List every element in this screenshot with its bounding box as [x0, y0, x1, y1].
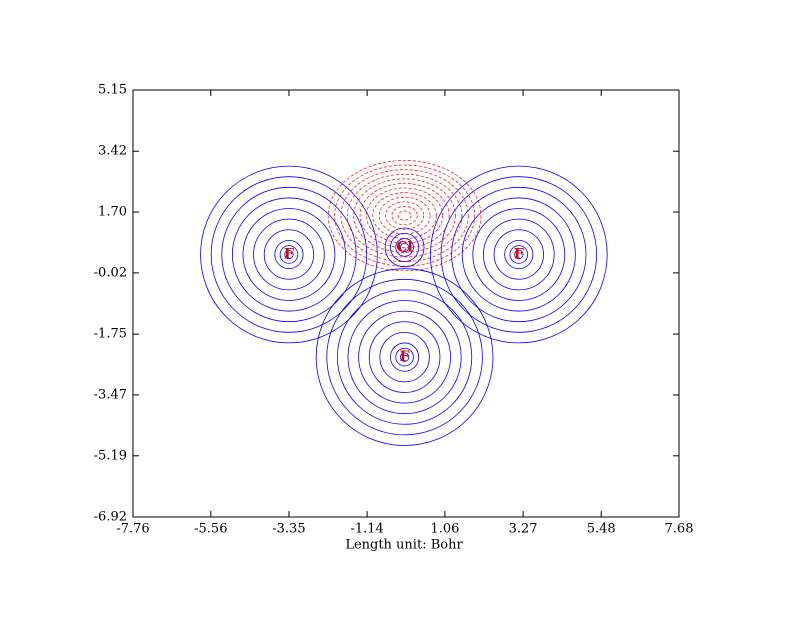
- x-tick-label: 3.27: [509, 522, 538, 537]
- contour-line: [366, 187, 444, 244]
- contour-line: [372, 192, 437, 239]
- contour-line: [390, 342, 420, 372]
- contour-line: [334, 164, 475, 267]
- contour-line: [263, 229, 315, 280]
- contour-line: [346, 173, 463, 258]
- x-tick-label: 7.68: [665, 522, 694, 537]
- y-tick-label: 5.15: [98, 83, 127, 98]
- y-tick-label: 1.70: [98, 205, 127, 220]
- atom-label: F: [284, 247, 294, 263]
- contour-line: [461, 197, 576, 312]
- x-tick-label: -1.14: [350, 522, 383, 537]
- x-tick-label: -5.56: [194, 522, 227, 537]
- contour-line: [379, 331, 430, 383]
- contour-line: [359, 183, 450, 249]
- y-tick-label: -1.75: [94, 327, 127, 342]
- contour-line: [451, 186, 587, 323]
- contour-line: [399, 352, 410, 362]
- contour-line: [340, 169, 469, 262]
- contour-line: [378, 196, 431, 235]
- contour-line: [358, 310, 451, 404]
- contour-line: [327, 160, 482, 272]
- y-tick-label: -6.92: [94, 510, 127, 525]
- contour-line: [440, 176, 598, 333]
- x-tick-label: -3.35: [272, 522, 305, 537]
- contour-line: [504, 239, 534, 270]
- atom-label: F: [514, 247, 524, 263]
- x-axis-label: Length unit: Bohr: [345, 538, 463, 553]
- contour-line: [284, 249, 294, 260]
- contour-line: [353, 178, 456, 253]
- contour-line: [242, 208, 336, 301]
- contour-line: [326, 278, 483, 436]
- y-tick-label: -0.02: [94, 265, 127, 280]
- contour-line: [397, 210, 412, 221]
- contour-line: [395, 347, 414, 367]
- contour-line: [514, 249, 524, 260]
- plot-frame: [132, 89, 680, 518]
- contour-line: [210, 176, 368, 333]
- contour-line: [483, 218, 555, 291]
- contour-line: [493, 229, 544, 280]
- y-tick-label: -3.47: [94, 387, 127, 402]
- x-tick-label: -7.76: [116, 522, 149, 537]
- contour-line: [336, 289, 473, 425]
- contour-line: [391, 206, 418, 226]
- contour-line: [509, 245, 529, 264]
- contour-line: [368, 321, 441, 393]
- contour-line: [274, 239, 304, 270]
- contour-line: [430, 165, 608, 344]
- contour-line: [315, 268, 494, 446]
- atom-label: F: [400, 349, 410, 365]
- contour-line: [472, 208, 566, 301]
- contour-line: [221, 186, 357, 323]
- y-tick-label: 3.42: [98, 144, 127, 159]
- contour-line: [200, 165, 378, 344]
- contour-field: [200, 160, 608, 446]
- contour-line: [347, 300, 462, 415]
- contour-line: [385, 201, 425, 230]
- y-tick-label: -5.19: [94, 448, 127, 463]
- contour-line: [384, 227, 425, 268]
- contour-line: [231, 197, 346, 312]
- atom-label: Cl: [396, 239, 412, 255]
- x-tick-label: 5.48: [587, 522, 616, 537]
- x-tick-label: 1.06: [430, 522, 459, 537]
- contour-line: [279, 245, 299, 264]
- contour-line: [253, 218, 325, 291]
